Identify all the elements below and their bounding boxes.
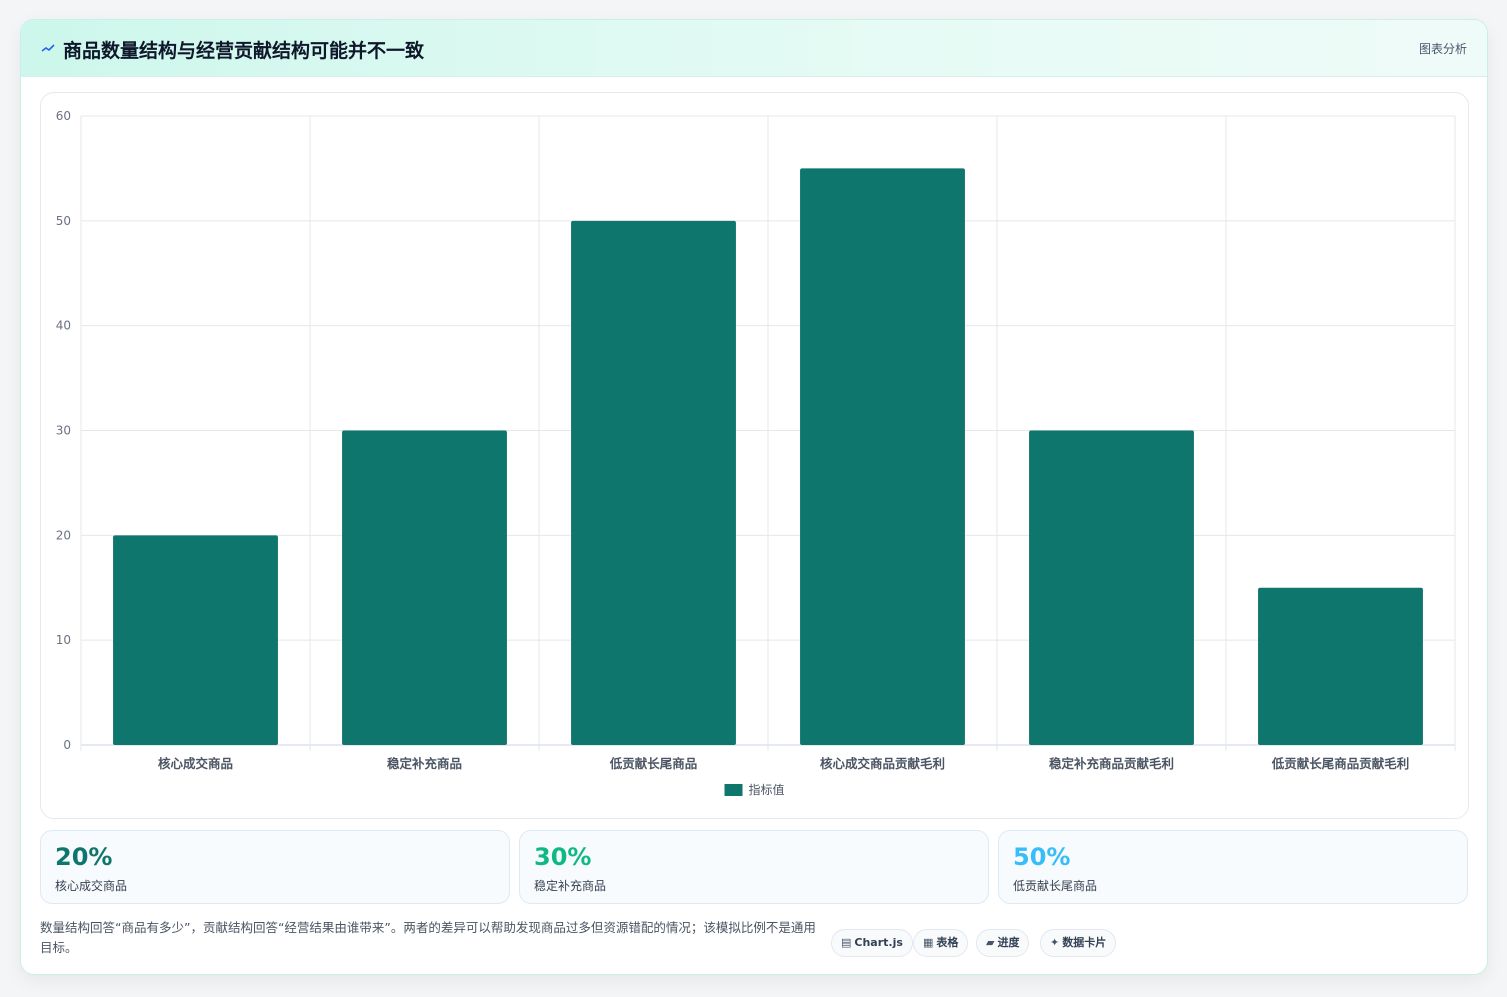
x-tick-label: 核心成交商品贡献毛利 xyxy=(820,756,945,771)
y-tick-label: 10 xyxy=(56,633,71,647)
tag-chartjs[interactable]: ▤ Chart.js xyxy=(831,929,913,957)
stat-cards: 20% 核心成交商品 30% 稳定补充商品 50% 低贡献长尾商品 xyxy=(40,830,1468,904)
stat-card: 30% 稳定补充商品 xyxy=(519,830,989,904)
stat-label: 低贡献长尾商品 xyxy=(1013,879,1098,893)
stat-card: 50% 低贡献长尾商品 xyxy=(998,830,1468,904)
x-tick-label: 低贡献长尾商品贡献毛利 xyxy=(1271,756,1410,771)
x-tick-label: 稳定补充商品 xyxy=(387,756,462,771)
chart-analysis-link[interactable]: 图表分析 xyxy=(1418,42,1467,56)
chart-note: 数量结构回答“商品有多少”，贡献结构回答“经营结果由谁带来”。两者的差异可以帮助… xyxy=(40,920,816,955)
y-tick-label: 60 xyxy=(56,109,71,123)
tag-progress[interactable]: ▰ 进度 xyxy=(976,929,1030,957)
bar-chart: 0 10 20 30 40 50 60 核心成交商品 稳定补充商品 低贡献长尾商品 核心成交商品贡献… xyxy=(56,109,1456,797)
legend-label: 指标值 xyxy=(749,782,785,797)
chart-icon: ▤ xyxy=(841,936,852,949)
y-tick-label: 0 xyxy=(63,738,71,752)
chart-title: 商品数量结构与经营贡献结构可能并不一致 xyxy=(63,40,425,62)
sparkle-icon: ✦ xyxy=(1050,936,1060,949)
bar xyxy=(800,168,965,746)
tag-label: Chart.js xyxy=(854,936,903,949)
bar xyxy=(571,220,736,745)
x-tick-label: 低贡献长尾商品 xyxy=(609,756,698,771)
x-tick-label: 稳定补充商品贡献毛利 xyxy=(1049,756,1174,771)
x-tick-label: 核心成交商品 xyxy=(158,756,233,771)
bar xyxy=(342,430,507,745)
trend-icon xyxy=(41,44,55,52)
tag-table[interactable]: ▦ 表格 xyxy=(913,929,969,957)
bar xyxy=(113,535,278,745)
y-tick-label: 50 xyxy=(56,214,71,228)
bar xyxy=(1029,430,1194,745)
chart-card: 商品数量结构与经营贡献结构可能并不一致 图表分析 0 10 20 30 40 50 60 核心… xyxy=(20,19,1488,975)
tag-label: 进度 xyxy=(997,936,1020,949)
bar xyxy=(1258,587,1423,745)
progress-icon: ▰ xyxy=(986,936,995,949)
stat-label: 核心成交商品 xyxy=(55,879,128,893)
stat-value: 30% xyxy=(534,843,592,871)
y-tick-label: 30 xyxy=(56,424,71,438)
y-tick-label: 40 xyxy=(56,319,71,333)
card-header: 商品数量结构与经营贡献结构可能并不一致 图表分析 xyxy=(21,20,1487,77)
tag-data-card[interactable]: ✦ 数据卡片 xyxy=(1040,929,1117,957)
chart-panel: 0 10 20 30 40 50 60 核心成交商品 稳定补充商品 低贡献长尾商品 核心成交商品贡献… xyxy=(40,92,1469,819)
tag-label: 表格 xyxy=(936,936,959,949)
stat-value: 20% xyxy=(55,843,113,871)
tag-label: 数据卡片 xyxy=(1062,936,1107,949)
stat-card: 20% 核心成交商品 xyxy=(40,830,510,904)
legend-swatch xyxy=(724,784,743,796)
y-tick-label: 20 xyxy=(56,528,71,542)
stat-value: 50% xyxy=(1013,843,1071,871)
stat-label: 稳定补充商品 xyxy=(534,879,607,893)
table-icon: ▦ xyxy=(923,936,934,949)
